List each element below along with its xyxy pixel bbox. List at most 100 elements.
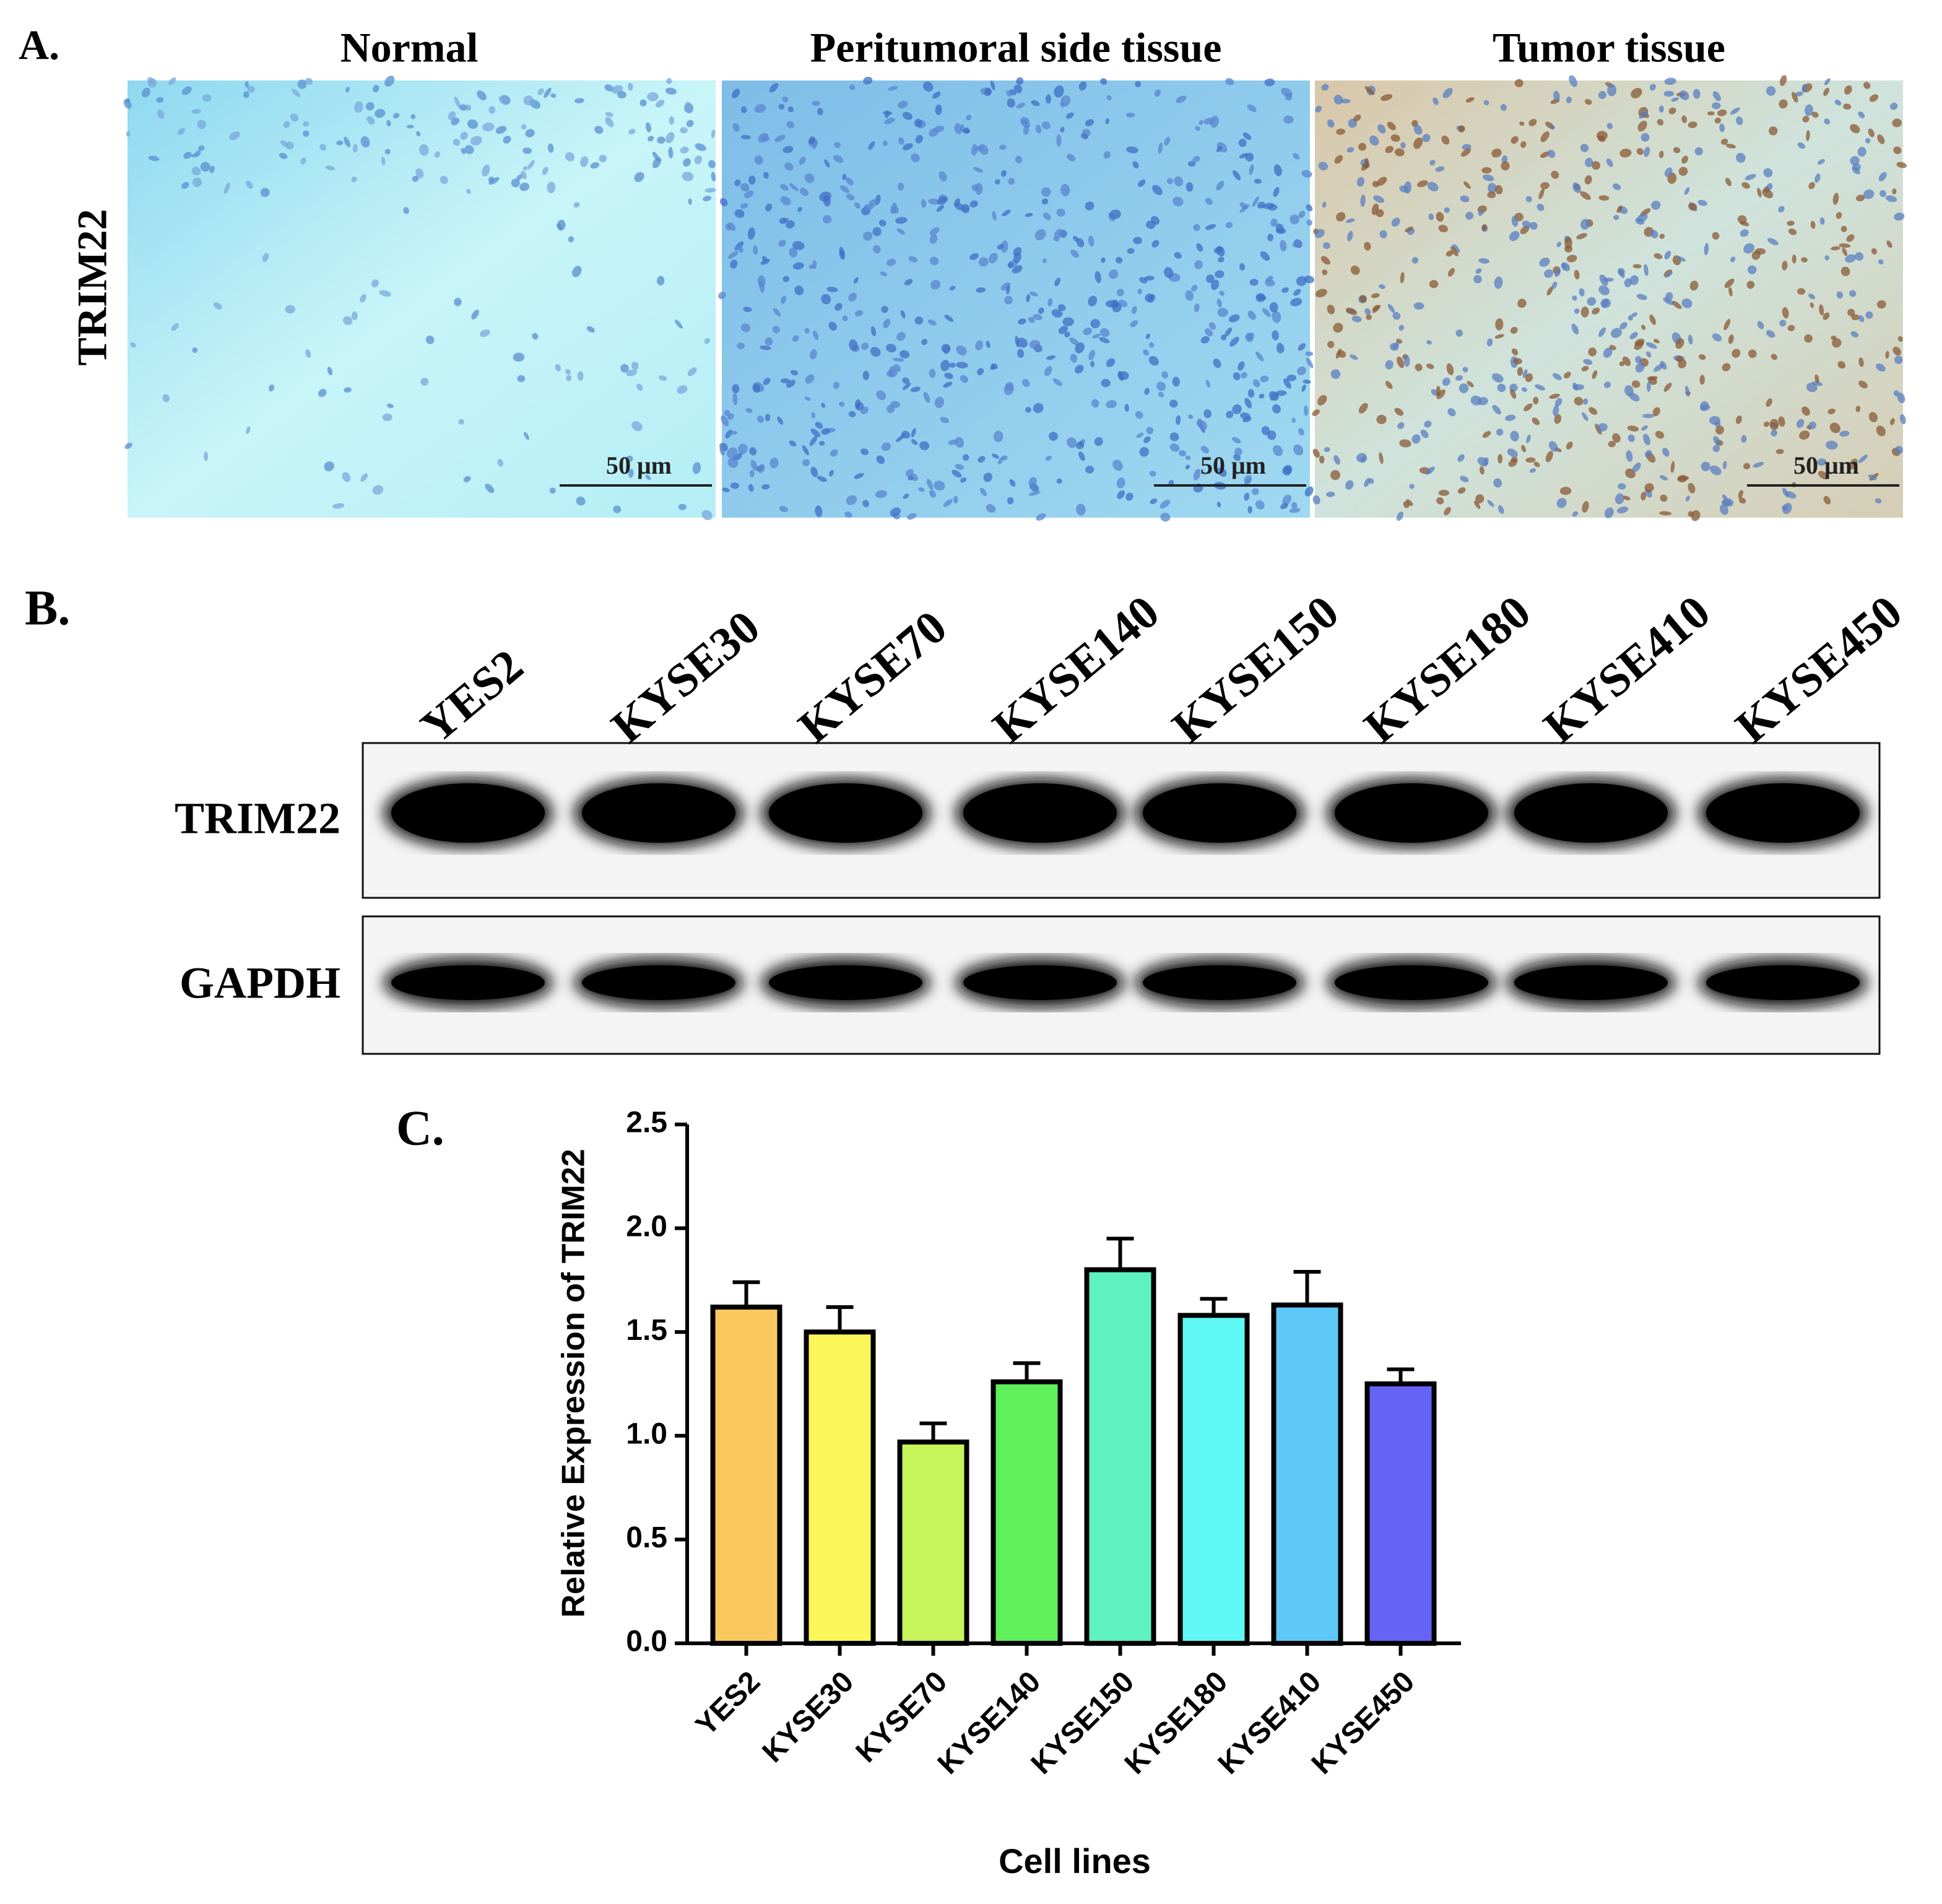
cell-nucleus xyxy=(1766,330,1775,338)
cell-nucleus xyxy=(1225,78,1234,85)
cell-nucleus xyxy=(1627,425,1639,432)
cell-nucleus xyxy=(1029,340,1041,349)
cell-nucleus xyxy=(658,375,667,381)
cell-nucleus xyxy=(986,504,996,513)
cell-nucleus xyxy=(846,495,857,505)
cell-nucleus xyxy=(1851,314,1860,321)
cell-nucleus xyxy=(1205,380,1210,388)
cell-nucleus xyxy=(1216,502,1221,508)
cell-nucleus xyxy=(1748,349,1757,359)
cell-nucleus xyxy=(1002,209,1011,217)
cell-nucleus xyxy=(550,93,557,98)
cell-nucleus xyxy=(1283,115,1294,124)
cell-nucleus xyxy=(1635,362,1645,373)
cell-nucleus xyxy=(940,417,950,424)
cell-nucleus xyxy=(1033,402,1044,414)
cell-nucleus xyxy=(1009,479,1016,487)
cell-nucleus xyxy=(1444,506,1451,516)
cell-nucleus xyxy=(1226,411,1234,419)
panel-label: C. xyxy=(396,1101,444,1155)
cell-nucleus xyxy=(1659,475,1668,480)
cell-nucleus xyxy=(817,108,823,115)
cell-nucleus xyxy=(1022,379,1030,387)
cell-nucleus xyxy=(665,87,677,95)
cell-nucleus xyxy=(845,177,854,186)
cell-nucleus xyxy=(1225,327,1233,337)
cell-nucleus xyxy=(360,473,368,482)
cell-nucleus xyxy=(1151,240,1160,248)
cell-nucleus xyxy=(779,217,787,224)
cell-nucleus xyxy=(840,185,849,193)
cell-nucleus xyxy=(1631,87,1642,98)
cell-nucleus xyxy=(1693,89,1701,99)
cell-nucleus xyxy=(1509,231,1520,241)
cell-nucleus xyxy=(1444,207,1450,213)
cell-nucleus xyxy=(1369,135,1379,146)
cell-nucleus xyxy=(454,298,462,306)
cell-nucleus xyxy=(1662,448,1670,457)
cell-nucleus xyxy=(1892,188,1897,195)
cell-nucleus xyxy=(1233,170,1241,181)
cell-nucleus xyxy=(1876,363,1886,372)
cell-nucleus xyxy=(1363,163,1369,169)
cell-nucleus xyxy=(1018,318,1026,325)
cell-nucleus xyxy=(948,440,958,445)
cell-nucleus xyxy=(1548,441,1558,452)
cell-nucleus xyxy=(1060,102,1065,108)
cell-nucleus xyxy=(1782,487,1789,498)
cell-nucleus xyxy=(1612,183,1621,190)
cell-nucleus xyxy=(1312,448,1320,458)
blot-band xyxy=(582,783,735,843)
panel-title: Tumor tissue xyxy=(1493,24,1725,71)
cell-nucleus xyxy=(854,310,864,316)
cell-nucleus xyxy=(1850,156,1860,165)
cell-nucleus xyxy=(1076,441,1085,450)
cell-nucleus xyxy=(527,160,535,170)
cell-nucleus xyxy=(290,113,299,122)
cell-nucleus xyxy=(503,136,511,144)
cell-nucleus xyxy=(1215,270,1225,279)
cell-nucleus xyxy=(631,362,639,370)
cell-nucleus xyxy=(1330,470,1340,480)
cell-nucleus xyxy=(1592,307,1600,315)
cell-nucleus xyxy=(1166,178,1173,185)
cell-nucleus xyxy=(1528,118,1537,126)
cell-nucleus xyxy=(470,136,482,146)
cell-nucleus xyxy=(1232,404,1242,414)
cell-nucleus xyxy=(1551,281,1558,289)
row-label: GAPDH xyxy=(180,959,340,1008)
cell-nucleus xyxy=(682,172,694,181)
cell-nucleus xyxy=(1194,260,1203,269)
cell-nucleus xyxy=(937,196,948,205)
cell-nucleus xyxy=(810,428,821,437)
cell-nucleus xyxy=(902,383,911,390)
cell-nucleus xyxy=(1712,333,1722,342)
cell-nucleus xyxy=(605,117,614,128)
cell-nucleus xyxy=(1041,198,1049,205)
cell-nucleus xyxy=(1301,170,1312,178)
cell-nucleus xyxy=(434,151,440,158)
cell-nucleus xyxy=(1078,81,1087,91)
cell-nucleus xyxy=(604,84,614,92)
cell-nucleus xyxy=(1262,202,1275,209)
cell-nucleus xyxy=(1101,257,1106,263)
bar xyxy=(1364,1381,1437,1646)
cell-nucleus xyxy=(876,455,885,464)
cell-nucleus xyxy=(1013,84,1023,93)
cell-nucleus xyxy=(1233,454,1241,461)
cell-nucleus xyxy=(680,127,688,134)
cell-nucleus xyxy=(718,292,726,300)
cell-nucleus xyxy=(938,171,947,182)
cell-nucleus xyxy=(1632,264,1642,269)
x-tick-label: KYSE150 xyxy=(1025,1665,1141,1781)
cell-nucleus xyxy=(1649,315,1656,325)
cell-nucleus xyxy=(1293,444,1304,456)
cell-nucleus xyxy=(740,323,751,333)
cell-nucleus xyxy=(1817,159,1825,165)
cell-nucleus xyxy=(921,199,927,208)
cell-nucleus xyxy=(1533,396,1539,405)
cell-nucleus xyxy=(815,505,823,518)
cell-nucleus xyxy=(963,454,969,461)
cell-nucleus xyxy=(1836,291,1844,299)
cell-nucleus xyxy=(765,337,773,346)
